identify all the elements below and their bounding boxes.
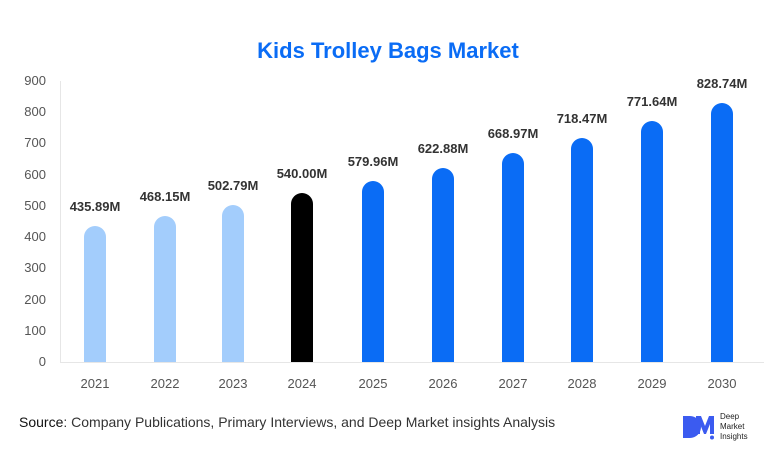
bar-value-label: 502.79M bbox=[207, 178, 259, 194]
x-tick-label: 2026 bbox=[428, 376, 458, 391]
y-tick-label: 700 bbox=[24, 135, 46, 151]
source-note: Source: Company Publications, Primary In… bbox=[19, 414, 555, 430]
bar-2026 bbox=[432, 167, 454, 362]
bar-value-label: 622.88M bbox=[417, 140, 469, 156]
bar-2030 bbox=[711, 103, 733, 362]
bar-2025 bbox=[362, 180, 384, 362]
y-tick-label: 0 bbox=[38, 354, 46, 369]
bar-2023 bbox=[222, 205, 244, 362]
bar-value-label: 468.15M bbox=[139, 188, 191, 204]
bar-2021 bbox=[84, 225, 106, 362]
bar-value-label: 718.47M bbox=[556, 110, 608, 126]
y-tick-label: 300 bbox=[24, 260, 46, 276]
x-axis-line bbox=[60, 362, 764, 363]
logo-line-3: Insights bbox=[720, 432, 748, 441]
x-tick-label: 2030 bbox=[707, 376, 737, 391]
bar-value-label: 828.74M bbox=[696, 76, 748, 92]
bar-2029 bbox=[641, 121, 663, 362]
logo-text: Deep Market Insights bbox=[720, 412, 748, 442]
y-tick-label: 200 bbox=[24, 291, 46, 307]
bar-value-label: 540.00M bbox=[276, 166, 328, 182]
y-tick-label: 900 bbox=[24, 73, 46, 88]
x-tick-label: 2027 bbox=[498, 376, 528, 391]
bar-chart: 0 100 200 300 400 500 600 700 800 900 435.89M 2021… bbox=[24, 73, 764, 391]
bar-2027 bbox=[502, 153, 524, 362]
bar-value-label: 771.64M bbox=[626, 94, 678, 110]
dm-logo-icon bbox=[683, 416, 714, 440]
y-tick-label: 500 bbox=[24, 197, 46, 213]
y-tick-label: 800 bbox=[24, 104, 46, 120]
bar-2024 bbox=[291, 193, 313, 362]
y-tick-label: 400 bbox=[24, 229, 46, 245]
chart-title: Kids Trolley Bags Market bbox=[257, 38, 519, 63]
x-tick-label: 2022 bbox=[150, 376, 180, 391]
source-label: Source bbox=[19, 414, 64, 430]
x-tick-label: 2021 bbox=[80, 376, 110, 391]
bar-value-label: 435.89M bbox=[69, 198, 121, 214]
bar-2022 bbox=[154, 215, 176, 362]
x-tick-label: 2025 bbox=[358, 376, 388, 391]
brand-logo: Deep Market Insights bbox=[680, 410, 770, 444]
bar-value-label: 668.97M bbox=[487, 126, 539, 142]
x-tick-label: 2023 bbox=[218, 376, 248, 391]
x-tick-label: 2028 bbox=[567, 376, 597, 391]
bar-2028 bbox=[571, 137, 593, 362]
y-tick-label: 600 bbox=[24, 166, 46, 182]
bar-value-label: 579.96M bbox=[347, 153, 399, 169]
x-tick-label: 2024 bbox=[287, 376, 317, 391]
y-tick-label: 100 bbox=[24, 322, 46, 338]
logo-line-1: Deep bbox=[720, 412, 740, 421]
y-axis-line bbox=[60, 81, 61, 363]
x-tick-label: 2029 bbox=[637, 376, 667, 391]
source-text: : Company Publications, Primary Intervie… bbox=[63, 414, 556, 430]
logo-line-2: Market bbox=[720, 422, 745, 431]
